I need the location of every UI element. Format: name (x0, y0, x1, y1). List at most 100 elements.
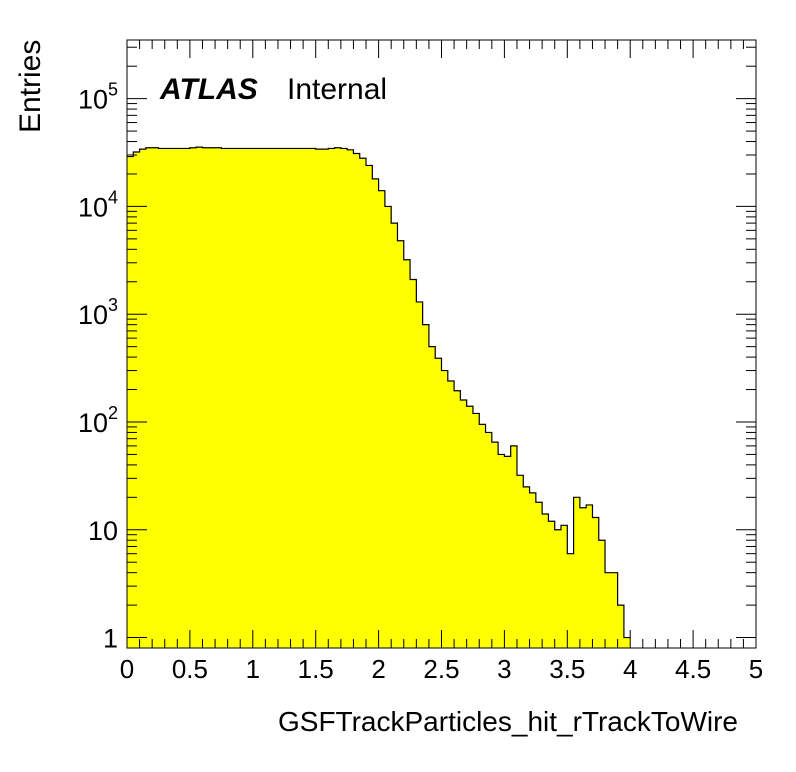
histogram-bar (309, 148, 317, 649)
histogram-bar (592, 517, 600, 648)
histogram-bar (410, 279, 417, 648)
histogram-bar (240, 148, 247, 649)
histogram-bar (152, 147, 159, 649)
histogram-bar (296, 148, 304, 649)
histogram-bar (359, 158, 367, 648)
histogram-bar (535, 502, 543, 648)
histogram-bar (460, 399, 468, 648)
histogram-bar (347, 149, 354, 648)
histogram-bar (259, 148, 266, 649)
histogram-bar (133, 151, 140, 648)
atlas-status-label: Internal (287, 73, 387, 106)
histogram-bar (403, 259, 411, 648)
histogram-bar (579, 507, 587, 648)
histogram-bar (472, 413, 480, 648)
histogram-bar (567, 553, 574, 648)
histogram-bar (227, 148, 235, 649)
histogram-bar (391, 223, 398, 648)
histogram-bar (265, 148, 273, 649)
histogram-bar (290, 148, 298, 649)
histogram-bar (277, 148, 285, 649)
histogram-bar (510, 445, 518, 648)
histogram-bar (340, 148, 348, 649)
histogram-bar (366, 165, 373, 648)
histogram-bar (384, 206, 392, 648)
histogram-bar (334, 147, 342, 649)
x-tick-label: 2 (371, 654, 385, 684)
histogram-bar (252, 148, 260, 649)
histogram-bar (435, 358, 442, 648)
histogram-bar (164, 148, 172, 649)
atlas-label: ATLAS (159, 73, 258, 106)
x-tick-label: 1.5 (298, 654, 334, 684)
histogram-bar (246, 148, 254, 649)
histogram-outline (127, 146, 631, 639)
histogram-bar (447, 381, 455, 648)
histogram-bar (189, 147, 197, 649)
histogram-bar (523, 486, 530, 648)
histogram-bar (611, 572, 619, 648)
y-tick-label: 1 (103, 624, 118, 654)
x-tick-label: 2.5 (423, 654, 459, 684)
histogram-bar (498, 454, 505, 648)
y-tick-label: 102 (78, 403, 118, 438)
histogram-bar (158, 148, 166, 649)
histogram-bar (516, 475, 524, 648)
y-tick-label: 105 (78, 80, 118, 115)
histogram-bar (598, 540, 606, 648)
histogram-bar (491, 442, 499, 648)
histogram-bar (397, 240, 405, 648)
histogram-bar (428, 346, 436, 648)
x-tick-label: 3 (497, 654, 511, 684)
histogram-bar (416, 301, 424, 648)
x-axis-ticks (126, 40, 757, 648)
histogram-bar (215, 147, 222, 649)
histogram-bar (586, 504, 593, 648)
x-tick-label: 0 (120, 654, 134, 684)
histogram-bar (479, 424, 486, 648)
y-tick-label: 103 (78, 295, 118, 330)
histogram-bar (196, 147, 203, 648)
x-tick-label: 5 (749, 654, 763, 684)
histogram-bar (284, 148, 291, 649)
histogram-bar (372, 178, 379, 648)
x-tick-label: 4 (623, 654, 637, 684)
histogram-bar (208, 147, 216, 649)
histogram-bar (554, 529, 562, 648)
histogram-bar (303, 148, 310, 649)
y-axis-ticks (127, 46, 756, 639)
x-axis-tick-labels: 0 0.5 1 1.5 2 2.5 3 3.5 4 4.5 5 (120, 654, 763, 684)
histogram-bar (529, 492, 537, 648)
histogram-bar (617, 605, 625, 648)
histogram-bar (271, 148, 279, 649)
x-tick-label: 1 (246, 654, 260, 684)
x-tick-label: 3.5 (549, 654, 585, 684)
histogram-bar (183, 148, 191, 649)
histogram-bar (353, 153, 361, 648)
histogram-bar (202, 147, 210, 649)
histogram-bar (548, 521, 556, 648)
histogram-bar (561, 525, 568, 648)
histogram-bar (441, 370, 449, 648)
y-axis-label: Entries (14, 40, 47, 133)
histogram-bar (139, 149, 147, 648)
histogram-bar (221, 148, 229, 649)
histogram-bar (454, 390, 461, 648)
histogram-bar (504, 456, 512, 648)
y-axis-tick-labels: 1 10 102 103 104 105 (78, 80, 118, 654)
histogram-bar (171, 148, 178, 649)
histogram-bar (127, 156, 134, 649)
histogram-bar (321, 149, 329, 648)
histogram-bar (378, 190, 386, 649)
histogram-bar (233, 148, 241, 649)
y-tick-label: 104 (78, 187, 118, 222)
histogram-bar (466, 406, 474, 648)
histogram-bar (315, 149, 323, 648)
histogram-bar (623, 637, 631, 648)
histogram-bar (422, 324, 430, 648)
histogram-bar (542, 514, 549, 648)
histogram-bar (605, 572, 612, 648)
histogram-bar (145, 147, 153, 649)
histogram-bar (177, 148, 185, 649)
